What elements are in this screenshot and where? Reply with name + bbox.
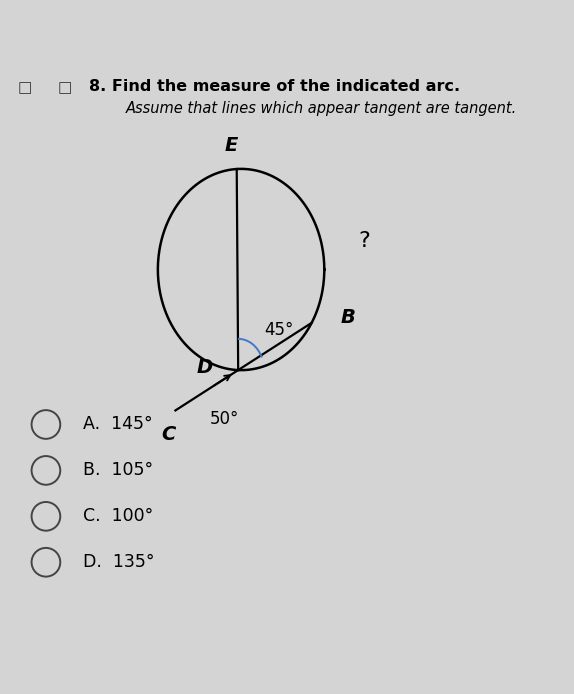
Text: A.  145°: A. 145° <box>83 416 153 434</box>
Text: C: C <box>161 425 176 443</box>
Text: 45°: 45° <box>264 321 293 339</box>
Text: □: □ <box>57 80 72 95</box>
Text: □: □ <box>17 80 32 95</box>
Text: ?: ? <box>359 231 370 251</box>
Text: E: E <box>224 135 238 155</box>
Text: C.  100°: C. 100° <box>83 507 153 525</box>
Text: 8. Find the measure of the indicated arc.: 8. Find the measure of the indicated arc… <box>89 79 460 94</box>
Text: B.  105°: B. 105° <box>83 462 153 480</box>
Text: Assume that lines which appear tangent are tangent.: Assume that lines which appear tangent a… <box>126 101 518 117</box>
Text: D.  135°: D. 135° <box>83 553 155 571</box>
Text: B: B <box>340 307 355 327</box>
Text: 50°: 50° <box>210 410 239 428</box>
Text: D: D <box>196 357 212 377</box>
